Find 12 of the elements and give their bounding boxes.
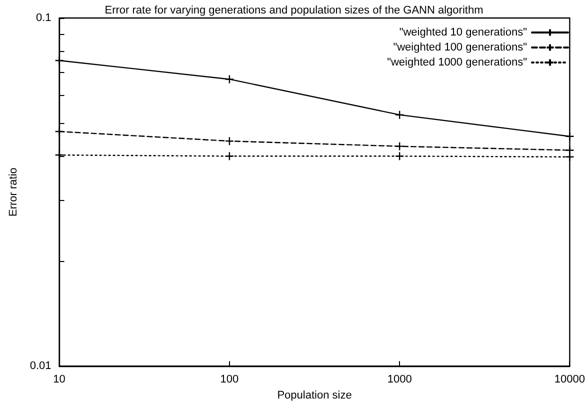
legend-label: "weighted 10 generations" (399, 26, 528, 38)
legend-label: "weighted 1000 generations" (387, 56, 528, 68)
y-tick-label: 0.1 (36, 12, 52, 24)
x-axis-title: Population size (277, 390, 352, 402)
x-tick-label: 100 (220, 374, 239, 386)
x-tick-label: 1000 (387, 374, 412, 386)
y-tick-label: 0.01 (30, 360, 52, 372)
legend-label: "weighted 100 generations" (393, 42, 528, 54)
y-axis-title: Error ratio (8, 168, 20, 217)
x-tick-label: 10 (53, 374, 66, 386)
chart-title: Error rate for varying generations and population sizes of the GANN algorithm (104, 4, 484, 16)
x-tick-label: 10000 (554, 374, 586, 386)
